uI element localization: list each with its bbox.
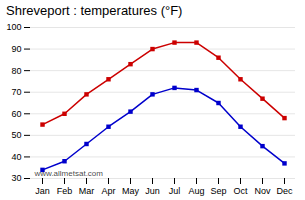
svg-text:www.allmetsat.com: www.allmetsat.com xyxy=(34,169,104,178)
svg-text:Oct: Oct xyxy=(233,186,248,196)
svg-text:80: 80 xyxy=(11,66,21,76)
svg-text:Jul: Jul xyxy=(169,186,181,196)
svg-text:Dec: Dec xyxy=(276,186,293,196)
svg-text:Jan: Jan xyxy=(35,186,50,196)
svg-text:100: 100 xyxy=(6,22,21,32)
svg-text:Apr: Apr xyxy=(101,186,115,196)
svg-text:60: 60 xyxy=(11,109,21,119)
html-text:Shreveport : temperatures (°F): Shreveport : temperatures (°F) xyxy=(6,3,183,18)
svg-text:Feb: Feb xyxy=(57,186,73,196)
svg-text:30: 30 xyxy=(11,173,21,183)
svg-text:40: 40 xyxy=(11,152,21,162)
svg-text:90: 90 xyxy=(11,44,21,54)
svg-text:50: 50 xyxy=(11,130,21,140)
svg-text:Sep: Sep xyxy=(210,186,226,196)
svg-text:Jun: Jun xyxy=(145,186,160,196)
svg-text:May: May xyxy=(122,186,140,196)
svg-text:Mar: Mar xyxy=(79,186,95,196)
svg-text:Aug: Aug xyxy=(188,186,204,196)
svg-text:70: 70 xyxy=(11,87,21,97)
svg-text:Nov: Nov xyxy=(254,186,271,196)
